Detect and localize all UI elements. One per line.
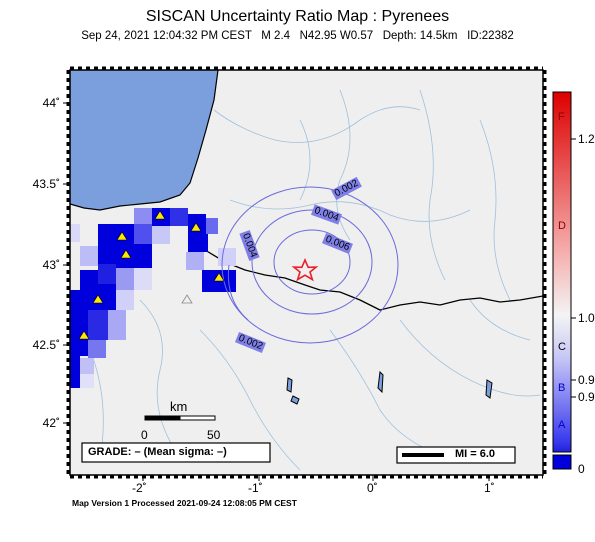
reservoirs xyxy=(286,370,493,405)
sea-bay-of-biscay xyxy=(70,70,218,210)
mi-scale-line xyxy=(402,453,444,457)
station-inactive xyxy=(181,294,193,304)
grade-box xyxy=(81,442,271,463)
y-tick-label: 42˚ xyxy=(42,416,60,430)
epicenter-star xyxy=(291,258,319,282)
y-tick-label: 44˚ xyxy=(42,96,60,110)
map-footer: Map Version 1 Processed 2021-09-24 12:08… xyxy=(72,498,297,508)
map-frame xyxy=(69,69,544,476)
colorbar xyxy=(552,91,572,453)
scale-start: 0 xyxy=(141,428,148,442)
colorbar-grade-letter: C xyxy=(558,341,566,353)
colorbar-value-label: 0.9 xyxy=(578,373,595,387)
border-line xyxy=(204,249,543,311)
y-tick-label: 43˚ xyxy=(42,258,60,272)
colorbar-zero-swatch xyxy=(552,454,572,470)
y-tick-label: 42.5˚ xyxy=(32,338,60,352)
map-subtitle: Sep 24, 2021 12:04:32 PM CEST M 2.4 N42.… xyxy=(81,30,514,42)
ratio-cells xyxy=(70,208,236,388)
mi-text: MI = 6.0 xyxy=(455,448,496,460)
grade-text: GRADE: – (Mean sigma: –) xyxy=(88,446,227,458)
colorbar-value-label: 1.2 xyxy=(578,132,595,146)
scale-unit: km xyxy=(170,399,188,414)
scale-end: 50 xyxy=(207,428,221,442)
colorbar-ticks xyxy=(571,138,576,398)
x-tick-label: 1˚ xyxy=(484,481,495,495)
colorbar-value-label: 0.9 xyxy=(578,390,595,404)
colorbar-grade-letter: B xyxy=(558,382,566,394)
y-tick-label: 43.5˚ xyxy=(32,177,60,191)
x-tick-label: -1˚ xyxy=(248,481,263,495)
scale-bar-graphic xyxy=(144,415,216,421)
colorbar-value-label: 0 xyxy=(578,462,585,476)
x-tick-label: 0˚ xyxy=(367,481,378,495)
mi-box xyxy=(396,446,516,464)
frame-ticks xyxy=(66,66,547,479)
x-tick-label: -2˚ xyxy=(132,481,147,495)
coastline xyxy=(70,70,219,211)
colorbar-grade-letter: D xyxy=(558,220,566,232)
colorbar-grade-letter: A xyxy=(558,419,566,431)
colorbar-value-label: 1.0 xyxy=(578,311,595,325)
station-triangles xyxy=(78,210,225,340)
colorbar-grade-letter: F xyxy=(558,111,565,123)
map-title: SISCAN Uncertainty Ratio Map : Pyrenees xyxy=(145,8,450,25)
axis-ticks xyxy=(63,102,490,481)
